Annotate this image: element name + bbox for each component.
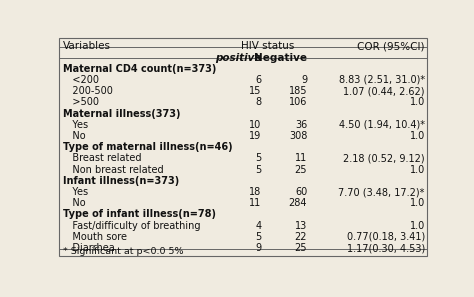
Text: 1.0: 1.0 <box>410 97 425 108</box>
Text: 11: 11 <box>249 198 261 208</box>
Text: 22: 22 <box>295 232 307 242</box>
Text: 25: 25 <box>295 243 307 253</box>
Text: 1.0: 1.0 <box>410 221 425 231</box>
Text: 8: 8 <box>255 97 261 108</box>
Text: 7.70 (3.48, 17.2)*: 7.70 (3.48, 17.2)* <box>338 187 425 197</box>
Text: 1.0: 1.0 <box>410 198 425 208</box>
Text: Yes: Yes <box>63 120 88 130</box>
Text: Variables: Variables <box>63 41 111 51</box>
Text: 15: 15 <box>249 86 261 96</box>
Text: 9: 9 <box>301 75 307 85</box>
Text: 9: 9 <box>255 243 261 253</box>
Text: 19: 19 <box>249 131 261 141</box>
Text: 1.0: 1.0 <box>410 131 425 141</box>
Text: Type of maternal illness(n=46): Type of maternal illness(n=46) <box>63 142 233 152</box>
Text: 4: 4 <box>255 221 261 231</box>
Text: Maternal CD4 count(n=373): Maternal CD4 count(n=373) <box>63 64 216 74</box>
Text: Non breast related: Non breast related <box>63 165 164 175</box>
Text: * Significant at p<0.0 5%: * Significant at p<0.0 5% <box>63 247 183 256</box>
Text: COR (95%CI): COR (95%CI) <box>357 41 425 51</box>
Text: 11: 11 <box>295 154 307 163</box>
Text: 106: 106 <box>289 97 307 108</box>
Text: No: No <box>63 131 85 141</box>
Text: 25: 25 <box>295 165 307 175</box>
Text: 8.83 (2.51, 31.0)*: 8.83 (2.51, 31.0)* <box>338 75 425 85</box>
Text: 308: 308 <box>289 131 307 141</box>
Text: 1.0: 1.0 <box>410 165 425 175</box>
Text: Diarrhea: Diarrhea <box>63 243 115 253</box>
Text: 0.77(0.18, 3.41): 0.77(0.18, 3.41) <box>346 232 425 242</box>
Text: 200-500: 200-500 <box>63 86 113 96</box>
Text: 36: 36 <box>295 120 307 130</box>
Text: HIV status: HIV status <box>241 41 294 51</box>
Text: Type of infant illness(n=78): Type of infant illness(n=78) <box>63 209 216 219</box>
Text: 4.50 (1.94, 10.4)*: 4.50 (1.94, 10.4)* <box>339 120 425 130</box>
Text: 13: 13 <box>295 221 307 231</box>
Text: Yes: Yes <box>63 187 88 197</box>
Text: positive: positive <box>215 53 261 63</box>
Text: 1.07 (0.44, 2.62): 1.07 (0.44, 2.62) <box>343 86 425 96</box>
Text: <200: <200 <box>63 75 99 85</box>
Text: >500: >500 <box>63 97 99 108</box>
Text: 6: 6 <box>255 75 261 85</box>
Text: Infant illness(n=373): Infant illness(n=373) <box>63 176 179 186</box>
Text: 18: 18 <box>249 187 261 197</box>
Text: Mouth sore: Mouth sore <box>63 232 127 242</box>
Text: 5: 5 <box>255 232 261 242</box>
Text: No: No <box>63 198 85 208</box>
Text: Negative: Negative <box>254 53 307 63</box>
Text: 2.18 (0.52, 9.12): 2.18 (0.52, 9.12) <box>343 154 425 163</box>
Text: 185: 185 <box>289 86 307 96</box>
Text: 10: 10 <box>249 120 261 130</box>
Text: 284: 284 <box>289 198 307 208</box>
Text: 1.17(0.30, 4.53): 1.17(0.30, 4.53) <box>346 243 425 253</box>
Text: Maternal illness(373): Maternal illness(373) <box>63 109 181 119</box>
Text: Fast/difficulty of breathing: Fast/difficulty of breathing <box>63 221 201 231</box>
Text: Breast related: Breast related <box>63 154 141 163</box>
Text: 60: 60 <box>295 187 307 197</box>
Text: 5: 5 <box>255 154 261 163</box>
Text: 5: 5 <box>255 165 261 175</box>
